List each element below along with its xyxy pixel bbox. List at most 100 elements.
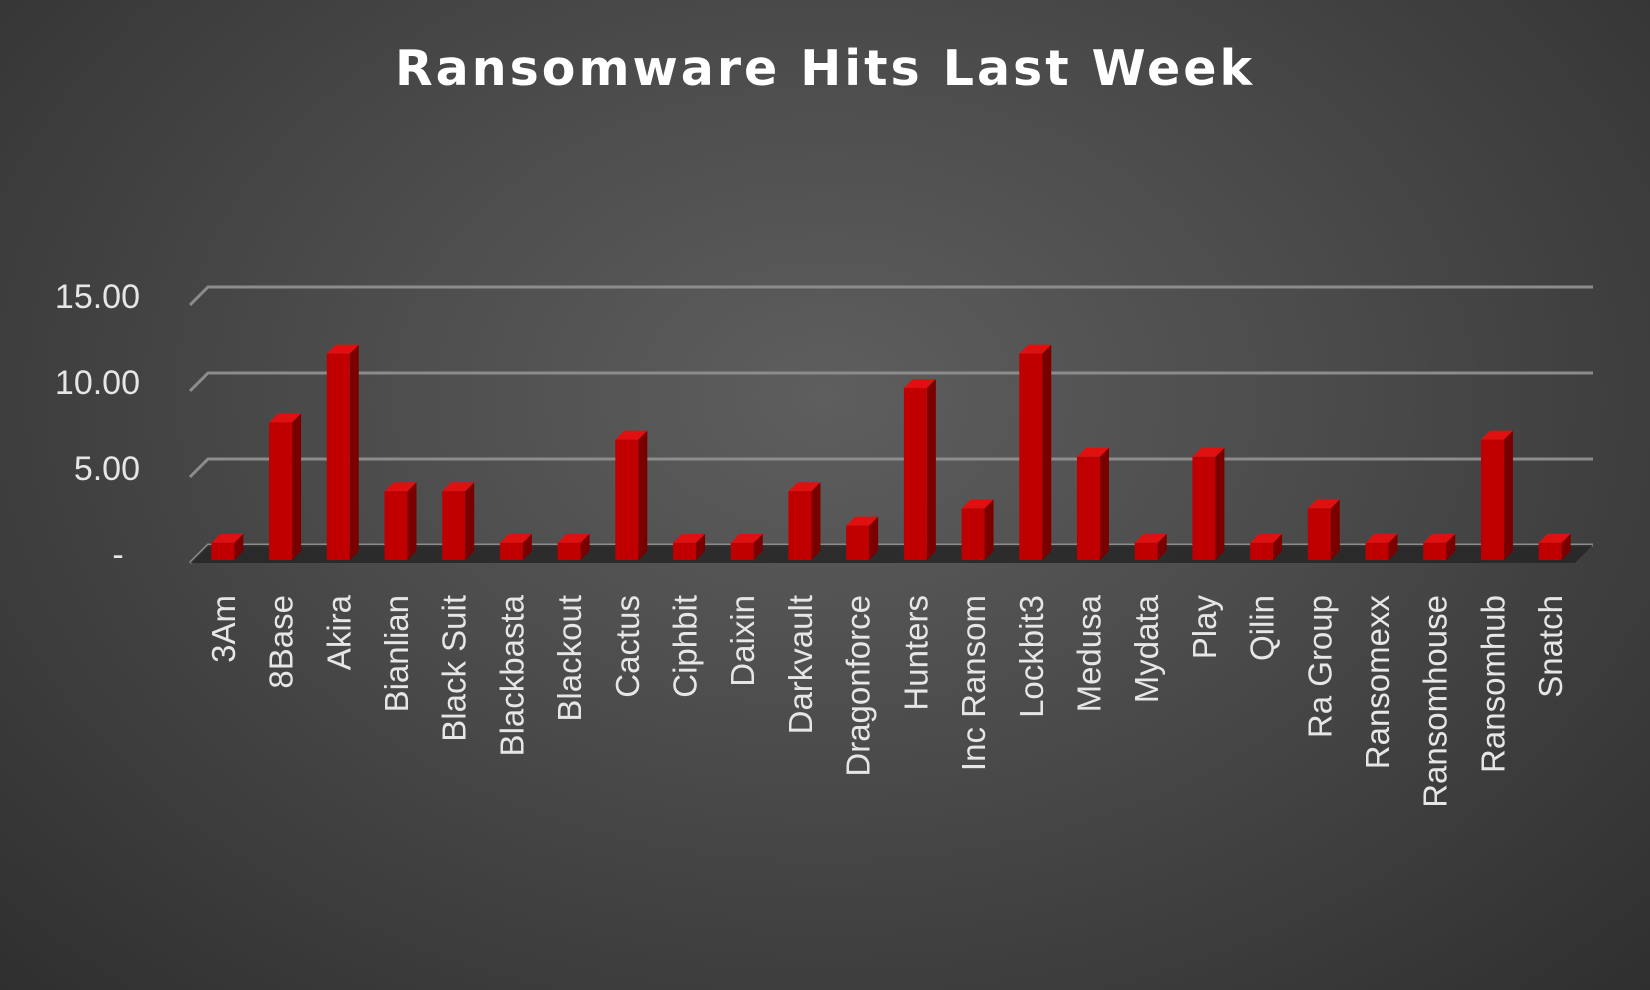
y-axis-ticks: - 5.00 10.00 15.00 [55, 278, 140, 574]
bar-top [1019, 344, 1052, 354]
bar-front [384, 491, 408, 560]
bar-front [211, 542, 235, 560]
bar [1134, 533, 1167, 560]
bar-side [696, 533, 706, 560]
bar-front [1192, 456, 1216, 560]
bar-front [673, 542, 697, 560]
bar-top [499, 533, 532, 543]
bar [730, 533, 763, 560]
bar [846, 516, 879, 560]
bar [673, 533, 706, 560]
x-tick-label: 3Am [205, 595, 242, 663]
y-tick-label: - [112, 536, 123, 574]
bar [1538, 533, 1571, 560]
bar-side [1330, 499, 1340, 560]
bar-front [1480, 439, 1504, 560]
gridline [188, 285, 1593, 307]
x-tick-label: Ransomhouse [1417, 595, 1454, 808]
bar-top [211, 533, 244, 543]
bar-front [961, 508, 985, 560]
x-axis-labels: 3Am 8Base Akira Bianlian Black Suit Blackbast… [205, 594, 1569, 807]
bar-front [846, 525, 870, 560]
bar-front [1365, 542, 1389, 560]
x-tick-label: Ra Group [1301, 595, 1338, 738]
bar-side [522, 533, 532, 560]
bar-side [1388, 533, 1398, 560]
bar-side [1157, 533, 1167, 560]
bar-front [442, 491, 466, 560]
bar-side [984, 499, 994, 560]
bar-top [1192, 447, 1225, 457]
x-tick-label: Ransomexx [1359, 595, 1396, 770]
bar [615, 430, 648, 560]
bar-front [269, 422, 293, 560]
bar-front [615, 439, 639, 560]
bar-front [1307, 508, 1331, 560]
x-tick-label: Ciphbit [667, 595, 704, 698]
bar-top [961, 499, 994, 509]
bar-top [846, 516, 879, 526]
bar [1480, 430, 1513, 560]
y-tick-label: 5.00 [74, 450, 140, 488]
bar-top [1538, 533, 1571, 543]
x-tick-label: Darkvault [782, 595, 819, 734]
bar-side [811, 482, 821, 560]
bar [788, 482, 821, 560]
bar [903, 379, 936, 560]
bar-front [788, 491, 812, 560]
bars [211, 344, 1571, 560]
bar-top [730, 533, 763, 543]
x-tick-label: Akira [320, 594, 357, 670]
bar-front [326, 353, 350, 560]
x-tick-label: Bianlian [378, 595, 415, 712]
bar-side [349, 344, 359, 560]
bar-top [1480, 430, 1513, 440]
bar-side [1099, 447, 1109, 560]
bar-front [1538, 542, 1562, 560]
bar-side [234, 533, 244, 560]
bar-front [499, 542, 523, 560]
bar [384, 482, 417, 560]
x-tick-label: Play [1186, 595, 1223, 660]
x-tick-label: Dragonforce [840, 595, 877, 777]
chart-title: Ransomware Hits Last Week [395, 40, 1255, 97]
gridline [188, 457, 1593, 479]
bar-side [753, 533, 763, 560]
bar-side [580, 533, 590, 560]
x-tick-label: Medusa [1070, 594, 1107, 712]
bar-front [903, 388, 927, 560]
x-tick-label: Black Suit [436, 595, 473, 742]
bar-side [638, 430, 648, 560]
bar [499, 533, 532, 560]
bar [442, 482, 475, 560]
x-tick-label: Blackout [551, 595, 588, 722]
bar [1307, 499, 1340, 560]
bar-side [465, 482, 475, 560]
gridline [188, 371, 1593, 393]
bar-top [1365, 533, 1398, 543]
bar-top [788, 482, 821, 492]
bar-side [1561, 533, 1571, 560]
bar-top [1076, 447, 1109, 457]
bar [961, 499, 994, 560]
bar-top [1307, 499, 1340, 509]
bar-front [730, 542, 754, 560]
bar-side [1042, 344, 1052, 560]
bar-front [1250, 542, 1274, 560]
bar [1365, 533, 1398, 560]
chart-floor [190, 545, 1593, 563]
bar-top [442, 482, 475, 492]
bar-front [557, 542, 581, 560]
x-tick-label: Blackbasta [493, 594, 530, 756]
y-tick-label: 10.00 [55, 364, 140, 402]
bar-top [1134, 533, 1167, 543]
x-tick-label: Daixin [724, 595, 761, 687]
x-tick-label: Qilin [1244, 595, 1281, 661]
bar-top [903, 379, 936, 388]
bar-top [1423, 533, 1456, 543]
bar-top [557, 533, 590, 543]
bar [269, 413, 302, 560]
bar-front [1423, 542, 1447, 560]
bar-side [407, 482, 417, 560]
